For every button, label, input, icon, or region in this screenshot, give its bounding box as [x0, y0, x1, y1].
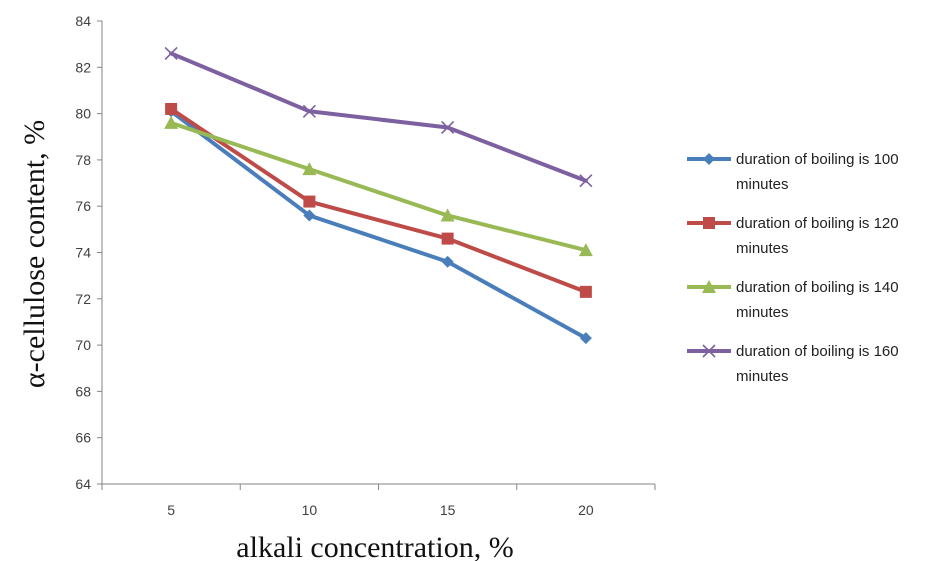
data-point — [579, 285, 592, 298]
y-tick-label: 76 — [75, 198, 91, 214]
series-4 — [164, 46, 593, 188]
series-2 — [165, 102, 592, 298]
data-point — [440, 208, 455, 222]
y-tick-label: 80 — [75, 106, 91, 122]
data-point — [302, 104, 316, 118]
legend-label: duration of boiling is 140 — [736, 279, 899, 296]
series-line — [169, 51, 588, 183]
legend-label-continued: minutes — [736, 368, 789, 385]
data-point — [578, 243, 593, 257]
data-point — [303, 195, 316, 208]
series-line — [169, 106, 588, 294]
series-line — [169, 120, 588, 253]
legend-marker — [703, 153, 715, 165]
legend-item: duration of boiling is 100 minutes — [687, 151, 899, 193]
series-3 — [164, 115, 593, 257]
legend-item: duration of boiling is 120 minutes — [687, 215, 899, 257]
legend-label-continued: minutes — [736, 304, 789, 321]
x-axis-title: alkali concentration, % — [236, 531, 513, 561]
y-tick-label: 64 — [75, 476, 91, 492]
data-point — [164, 115, 179, 129]
x-tick-label: 5 — [167, 502, 175, 518]
y-tick-label: 82 — [75, 59, 91, 75]
y-axis-ticks: 64 66 68 70 72 74 76 78 80 82 84 — [75, 13, 102, 492]
series-line — [169, 109, 588, 341]
data-point — [165, 102, 178, 115]
x-tick-label: 20 — [578, 502, 594, 518]
legend-label: duration of boiling is 100 — [736, 151, 899, 168]
y-tick-label: 78 — [75, 152, 91, 168]
series-group — [164, 46, 593, 345]
legend-label-continued: minutes — [736, 240, 789, 257]
legend-label: duration of boiling is 120 — [736, 215, 899, 232]
legend-marker — [702, 344, 716, 358]
legend-marker — [703, 217, 715, 229]
x-tick-label: 10 — [302, 502, 318, 518]
legend-item: duration of boiling is 140 minutes — [687, 279, 899, 321]
data-point — [302, 162, 317, 176]
data-point — [303, 209, 316, 222]
y-axis-title: α-cellulose content, % — [18, 120, 51, 388]
data-point — [579, 332, 592, 345]
data-point — [164, 46, 178, 60]
y-tick-label: 70 — [75, 337, 91, 353]
x-tick-label: 15 — [440, 502, 456, 518]
data-point — [579, 174, 593, 188]
y-tick-label: 68 — [75, 383, 91, 399]
data-point — [441, 120, 455, 135]
legend: duration of boiling is 100minutesduratio… — [687, 151, 899, 385]
legend-label-continued: minutes — [736, 176, 789, 193]
legend-label: duration of boiling is 160 — [736, 343, 899, 360]
y-tick-label: 66 — [75, 430, 91, 446]
y-tick-label: 84 — [75, 13, 91, 29]
legend-marker — [702, 280, 716, 293]
legend-item: duration of boiling is 160 minutes — [687, 343, 899, 385]
y-tick-label: 74 — [75, 245, 91, 261]
x-axis-ticks: 5 10 15 20 — [101, 484, 656, 518]
data-point — [441, 255, 454, 268]
y-tick-label: 72 — [75, 291, 91, 307]
data-point — [441, 232, 454, 245]
